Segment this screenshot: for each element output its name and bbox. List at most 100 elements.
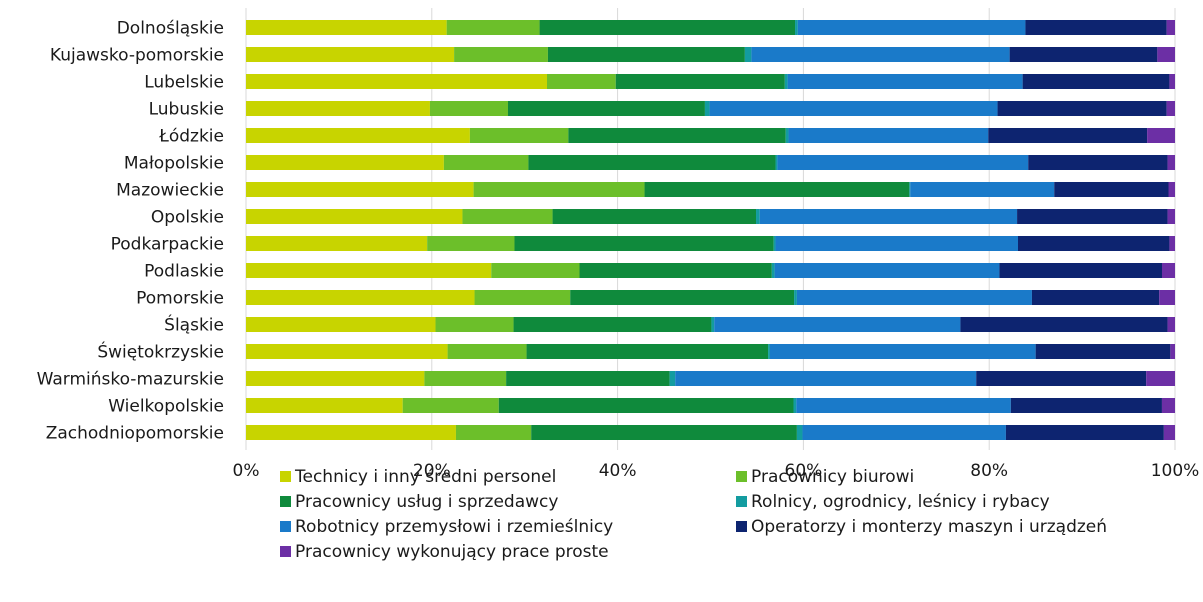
bar-segment bbox=[1025, 20, 1167, 35]
bar-segment bbox=[802, 425, 1006, 440]
bar-segment bbox=[744, 47, 752, 62]
bar-segment bbox=[1167, 209, 1175, 224]
bar-segment bbox=[462, 209, 553, 224]
bar-segment bbox=[1168, 182, 1175, 197]
bar-segment bbox=[579, 263, 772, 278]
bar-segment bbox=[1031, 290, 1160, 305]
legend-label: Pracownicy wykonujący prace proste bbox=[295, 542, 609, 562]
category-label: Podkarpackie bbox=[111, 235, 224, 255]
category-label: Warmińsko-mazurskie bbox=[37, 370, 224, 390]
bar-segment bbox=[246, 398, 403, 413]
bar-segment bbox=[669, 371, 676, 386]
bar-segment bbox=[796, 398, 1011, 413]
bar-segment bbox=[756, 209, 760, 224]
legend-swatch bbox=[280, 471, 291, 482]
bar-segment bbox=[777, 155, 1029, 170]
bar-segment bbox=[455, 425, 532, 440]
bar-segment bbox=[615, 74, 785, 89]
bar-segment bbox=[246, 74, 547, 89]
bar-segment bbox=[999, 263, 1162, 278]
bar-segment bbox=[769, 344, 1036, 359]
bar-segment bbox=[910, 182, 1055, 197]
category-label: Lubuskie bbox=[149, 100, 224, 120]
bar-segment bbox=[1159, 290, 1175, 305]
bar-segment bbox=[704, 101, 710, 116]
bar-segment bbox=[1028, 155, 1168, 170]
bar-segment bbox=[795, 20, 798, 35]
legend-label: Pracownicy usług i sprzedawcy bbox=[295, 492, 558, 512]
bar-segment bbox=[1157, 47, 1175, 62]
bar-segment bbox=[474, 290, 571, 305]
bar-segment bbox=[1035, 344, 1171, 359]
bar-segment bbox=[759, 209, 1018, 224]
bar-segment bbox=[1017, 236, 1170, 251]
legend-swatch bbox=[280, 496, 291, 507]
category-label: Świętokrzyskie bbox=[97, 341, 224, 363]
bar-segment bbox=[246, 128, 470, 143]
x-tick-label: 100% bbox=[1151, 461, 1200, 481]
x-tick-label: 80% bbox=[970, 461, 1008, 481]
bar-segment bbox=[447, 344, 527, 359]
bar-segment bbox=[988, 128, 1148, 143]
bar-segment bbox=[711, 317, 715, 332]
bar-segment bbox=[531, 425, 797, 440]
bar-segment bbox=[1166, 20, 1175, 35]
x-tick-label: 0% bbox=[233, 461, 260, 481]
bar-segment bbox=[246, 20, 447, 35]
category-label: Mazowieckie bbox=[116, 181, 224, 201]
bar-segment bbox=[1167, 155, 1175, 170]
category-label: Opolskie bbox=[151, 208, 224, 228]
bar-segment bbox=[246, 101, 430, 116]
category-label: Wielkopolskie bbox=[108, 397, 224, 417]
bar-segment bbox=[1170, 344, 1175, 359]
bar-segment bbox=[1167, 317, 1175, 332]
legend-label: Rolnicy, ogrodnicy, leśnicy i rybacy bbox=[751, 492, 1050, 512]
bar-segment bbox=[788, 128, 989, 143]
category-label: Łódzkie bbox=[158, 127, 224, 147]
bar-segment bbox=[514, 236, 774, 251]
bar-segment bbox=[246, 425, 456, 440]
legend: Technicy i inny średni personel Pracownic… bbox=[280, 467, 1107, 562]
category-label: Dolnośląskie bbox=[117, 19, 224, 39]
bar-segment bbox=[528, 155, 776, 170]
bar-segment bbox=[435, 317, 514, 332]
category-label: Kujawsko-pomorskie bbox=[50, 46, 224, 66]
bar-segment bbox=[1161, 398, 1175, 413]
bar-segment bbox=[997, 101, 1167, 116]
bar-segment bbox=[570, 290, 795, 305]
bar-segment bbox=[909, 182, 911, 197]
bar-segment bbox=[246, 236, 428, 251]
bar-segment bbox=[960, 317, 1168, 332]
bar-segment bbox=[1161, 263, 1175, 278]
bar-segment bbox=[427, 236, 515, 251]
bar-segment bbox=[443, 155, 529, 170]
bar-segment bbox=[1169, 236, 1175, 251]
bar-segment bbox=[246, 209, 463, 224]
bar-segment bbox=[775, 236, 1018, 251]
x-tick-label: 20% bbox=[413, 461, 451, 481]
bar-segment bbox=[246, 182, 474, 197]
bar-segment bbox=[246, 155, 444, 170]
legend-label: Operatorzy i monterzy maszyn i urządzeń bbox=[751, 517, 1107, 537]
category-label: Zachodniopomorskie bbox=[46, 424, 224, 444]
legend-label: Technicy i inny średni personel bbox=[294, 467, 556, 487]
legend-swatch bbox=[736, 521, 747, 532]
category-label: Pomorskie bbox=[136, 289, 224, 309]
x-tick-label: 60% bbox=[785, 461, 823, 481]
bar-segment bbox=[246, 344, 448, 359]
bar-segment bbox=[547, 47, 745, 62]
bar-segment bbox=[246, 371, 425, 386]
category-label: Podlaskie bbox=[144, 262, 224, 282]
bar-segment bbox=[714, 317, 961, 332]
legend-swatch bbox=[280, 546, 291, 557]
bar-segment bbox=[771, 263, 775, 278]
bar-segment bbox=[402, 398, 499, 413]
bar-segment bbox=[1017, 209, 1168, 224]
bar-segment bbox=[246, 47, 455, 62]
bar-segment bbox=[491, 263, 580, 278]
bar-segment bbox=[424, 371, 507, 386]
category-label: Lubelskie bbox=[144, 73, 224, 93]
bar-segment bbox=[552, 209, 757, 224]
